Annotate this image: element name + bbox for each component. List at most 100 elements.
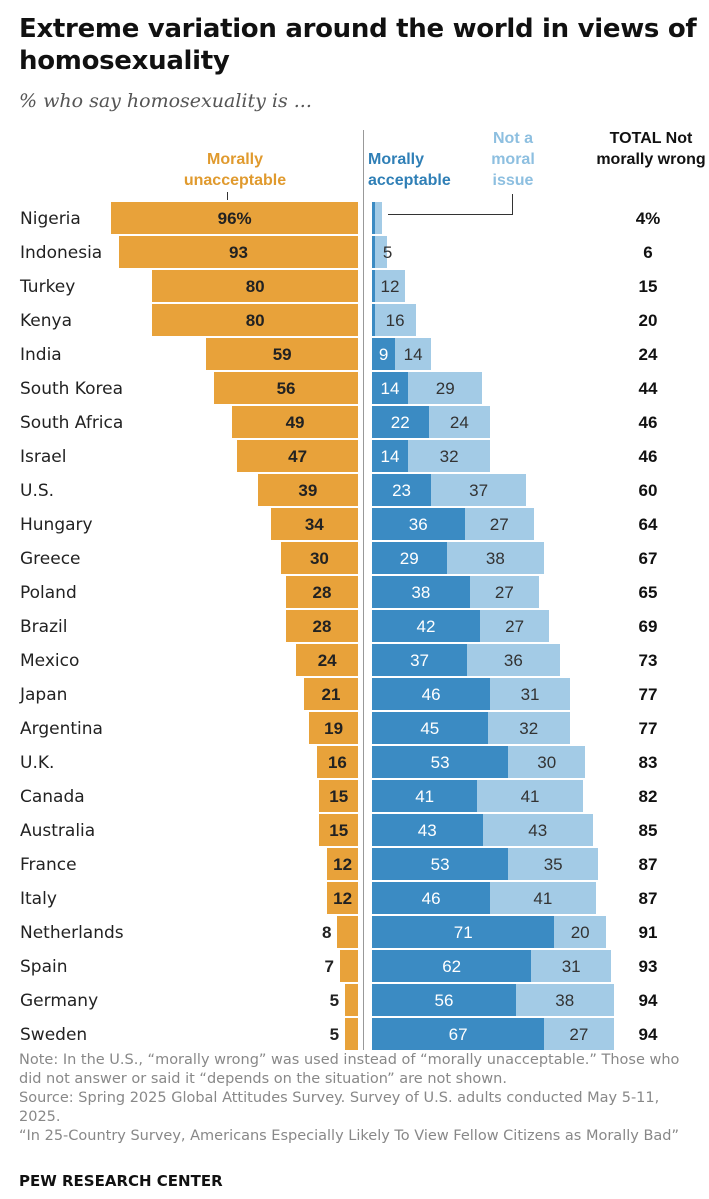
- chart-row: Greece 30 29 38 67: [0, 542, 709, 576]
- label-morally-acceptable: 45: [420, 719, 440, 738]
- report-title: “In 25-Country Survey, Americans Especia…: [19, 1128, 679, 1144]
- label-morally-unacceptable: 59: [272, 345, 292, 364]
- label-morally-acceptable: 14: [380, 379, 400, 398]
- bar-not-moral-issue: [469, 576, 540, 608]
- label-total-not-morally-wrong: 20: [638, 311, 658, 330]
- bar-morally-unacceptable: [111, 202, 358, 234]
- label-morally-acceptable: 56: [434, 991, 454, 1010]
- chart-row: Nigeria 96% 4%: [0, 202, 709, 236]
- bar-morally-acceptable: [372, 814, 483, 846]
- label-total-not-morally-wrong: 60: [638, 481, 658, 500]
- bar-morally-acceptable: [372, 1018, 545, 1050]
- country-label: Argentina: [20, 719, 103, 739]
- country-label: Indonesia: [20, 243, 103, 263]
- bar-morally-unacceptable: [270, 508, 358, 540]
- label-morally-acceptable: 9: [378, 345, 389, 364]
- bar-morally-unacceptable: [206, 338, 358, 370]
- label-morally-acceptable: 38: [411, 583, 431, 602]
- country-label: France: [20, 855, 77, 875]
- label-total-not-morally-wrong: 94: [638, 1025, 658, 1044]
- label-not-moral-issue: 31: [561, 957, 581, 976]
- label-morally-unacceptable: 24: [317, 651, 337, 670]
- bar-morally-acceptable: [372, 610, 480, 642]
- chart-row: U.K. 16 53 30 83: [0, 746, 709, 780]
- label-morally-unacceptable: 39: [298, 481, 318, 500]
- bar-morally-acceptable: [372, 712, 488, 744]
- bar-morally-acceptable: [372, 202, 375, 234]
- legend-tick: [227, 192, 228, 200]
- bar-morally-unacceptable: [345, 984, 358, 1016]
- label-morally-unacceptable: 49: [285, 413, 305, 432]
- label-morally-acceptable: 46: [421, 685, 441, 704]
- bar-morally-acceptable: [372, 338, 396, 370]
- bar-morally-unacceptable: [327, 848, 358, 880]
- label-total-not-morally-wrong: 65: [638, 583, 658, 602]
- label-morally-unacceptable: 56: [276, 379, 296, 398]
- label-total-not-morally-wrong: 24: [638, 345, 658, 364]
- bar-morally-acceptable: [372, 406, 429, 438]
- bar-morally-acceptable: [372, 984, 516, 1016]
- label-not-moral-issue: 35: [543, 855, 563, 874]
- bar-not-moral-issue: [479, 610, 550, 642]
- bar-morally-unacceptable: [232, 406, 358, 438]
- chart-row: South Africa 49 22 24 46: [0, 406, 709, 440]
- label-morally-unacceptable: 15: [329, 821, 349, 840]
- bar-morally-acceptable: [372, 746, 509, 778]
- label-total-not-morally-wrong: 91: [638, 923, 658, 942]
- chart-row: Germany 5 56 38 94: [0, 984, 709, 1018]
- bar-morally-acceptable: [372, 440, 408, 472]
- bar-morally-unacceptable: [152, 270, 358, 302]
- bar-not-moral-issue: [374, 236, 388, 268]
- bar-not-moral-issue: [407, 372, 483, 404]
- label-morally-unacceptable: 34: [304, 515, 324, 534]
- bar-morally-acceptable: [372, 508, 465, 540]
- bar-not-moral-issue: [490, 882, 596, 914]
- label-total-not-morally-wrong: 67: [638, 549, 658, 568]
- label-morally-acceptable: 43: [417, 821, 437, 840]
- label-not-moral-issue: 12: [380, 277, 400, 296]
- bar-not-moral-issue: [374, 202, 383, 234]
- label-morally-acceptable: 67: [448, 1025, 468, 1044]
- label-total-not-morally-wrong: 87: [638, 889, 658, 908]
- bar-morally-acceptable: [372, 236, 375, 268]
- country-label: Japan: [20, 685, 68, 705]
- bar-morally-acceptable: [372, 372, 408, 404]
- label-morally-unacceptable: 80: [245, 311, 265, 330]
- bar-not-moral-issue: [515, 984, 614, 1016]
- label-total-not-morally-wrong: 44: [638, 379, 658, 398]
- chart-notes: Note: In the U.S., “morally wrong” was u…: [19, 1051, 704, 1146]
- country-label: Australia: [20, 821, 96, 841]
- label-morally-unacceptable: 8: [321, 923, 332, 942]
- label-total-not-morally-wrong: 4%: [635, 209, 661, 228]
- label-morally-unacceptable: 12: [333, 889, 353, 908]
- bar-morally-unacceptable: [345, 1018, 358, 1050]
- label-not-moral-issue: 5: [382, 243, 393, 262]
- label-not-moral-issue: 41: [520, 787, 540, 806]
- country-label: Sweden: [20, 1025, 88, 1045]
- country-label: Kenya: [20, 311, 73, 331]
- label-total-not-morally-wrong: 82: [638, 787, 658, 806]
- bar-not-moral-issue: [374, 304, 416, 336]
- label-total-not-morally-wrong: 46: [638, 447, 658, 466]
- label-morally-acceptable: 23: [392, 481, 411, 500]
- chart-row: Poland 28 38 27 65: [0, 576, 709, 610]
- chart-row: Brazil 28 42 27 69: [0, 610, 709, 644]
- bar-morally-acceptable: [372, 678, 491, 710]
- label-total-not-morally-wrong: 83: [638, 753, 658, 772]
- bar-morally-unacceptable: [319, 780, 358, 812]
- bar-not-moral-issue: [508, 746, 586, 778]
- bar-not-moral-issue: [464, 508, 534, 540]
- chart-row: France 12 53 35 87: [0, 848, 709, 882]
- chart-row: India 59 9 14 24: [0, 338, 709, 372]
- label-total-not-morally-wrong: 77: [638, 719, 658, 738]
- bar-morally-unacceptable: [319, 814, 358, 846]
- label-morally-unacceptable: 28: [312, 617, 332, 636]
- bar-not-moral-issue: [431, 474, 527, 506]
- bar-not-moral-issue: [508, 848, 599, 880]
- bar-morally-acceptable: [372, 848, 509, 880]
- bar-morally-unacceptable: [152, 304, 358, 336]
- legend-leader-line: [512, 194, 513, 214]
- label-morally-unacceptable: 15: [329, 787, 349, 806]
- country-label: Spain: [20, 957, 68, 977]
- bar-morally-unacceptable: [296, 644, 358, 676]
